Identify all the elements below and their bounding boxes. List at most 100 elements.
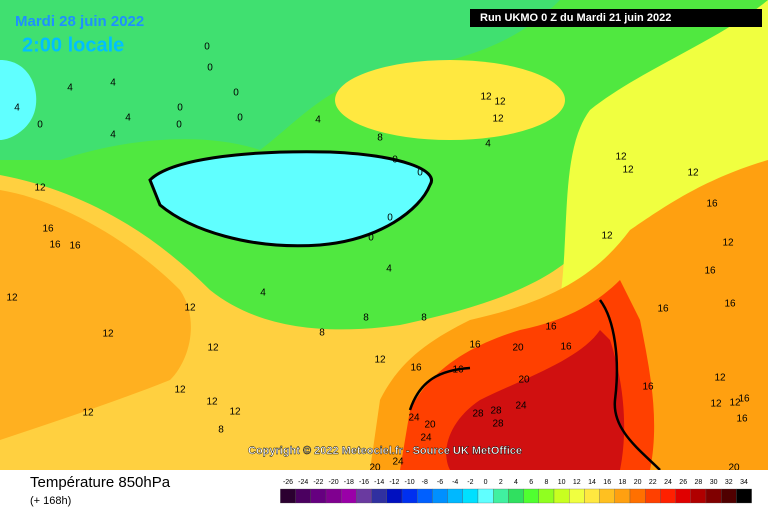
- colorbar-label: 0: [484, 479, 488, 486]
- footer-subtitle: (+ 168h): [30, 495, 71, 507]
- colorbar-label: 30: [710, 479, 718, 486]
- contour-label: 12: [480, 92, 492, 103]
- colorbar-label: 34: [740, 479, 748, 486]
- contour-label: 0: [177, 103, 183, 114]
- colorbar-swatch: [523, 488, 539, 504]
- contour-label: 16: [69, 241, 81, 252]
- contour-label: 0: [417, 168, 423, 179]
- colorbar-label: -2: [467, 479, 473, 486]
- colorbar-swatch: [462, 488, 479, 504]
- colorbar-label: 32: [725, 479, 733, 486]
- contour-label: 12: [687, 168, 699, 179]
- hot-core: [446, 330, 625, 470]
- warm-region: [0, 190, 191, 440]
- contour-label: 20: [512, 343, 524, 354]
- colorbar-label: 20: [634, 479, 642, 486]
- contour-label: 8: [363, 313, 369, 324]
- colorbar-label: 16: [603, 479, 611, 486]
- colorbar-label: -20: [329, 479, 339, 486]
- contour-label: 12: [6, 293, 18, 304]
- contour-label: 20: [518, 375, 530, 386]
- colorbar-label: -22: [313, 479, 323, 486]
- contour-label: 4: [386, 264, 392, 275]
- contour-label: 12: [207, 343, 219, 354]
- colorbar-label: -4: [452, 479, 458, 486]
- colorbar-swatch: [386, 488, 403, 504]
- colorbar-swatch: [614, 488, 631, 504]
- contour-label: 4: [260, 288, 266, 299]
- contour-label: 0: [207, 63, 213, 74]
- colorbar-label: 28: [695, 479, 703, 486]
- cold-contour: [148, 150, 433, 248]
- colorbar-label: 8: [544, 479, 548, 486]
- contour-label: 12: [722, 238, 734, 249]
- contour-label: 0: [233, 88, 239, 99]
- contour-label: 0: [176, 120, 182, 131]
- colorbar-label: 14: [588, 479, 596, 486]
- contour-label: 16: [724, 299, 736, 310]
- contour-label: 16: [49, 240, 61, 251]
- contour-label: 12: [174, 385, 186, 396]
- contour-label: 12: [615, 152, 627, 163]
- contour-label: 12: [229, 407, 241, 418]
- warm-region: [335, 60, 565, 140]
- colorbar-swatch: [432, 488, 448, 504]
- contour-label: 16: [410, 363, 422, 374]
- colorbar-swatch: [493, 488, 509, 504]
- colorbar-swatch: [325, 488, 342, 504]
- colorbar-swatch: [736, 488, 752, 504]
- contour-label: 4: [125, 113, 131, 124]
- contour-label: 28: [492, 419, 504, 430]
- run-info: Run UKMO 0 Z du Mardi 21 juin 2022: [480, 12, 671, 24]
- contour-label: 0: [387, 213, 393, 224]
- contour-label: 16: [738, 394, 750, 405]
- run-box: [470, 9, 762, 27]
- contour-label: 0: [368, 233, 374, 244]
- contour-label: 12: [494, 97, 506, 108]
- colorbar-swatch: [295, 488, 311, 504]
- contour-label: 4: [14, 103, 20, 114]
- copyright: Copyright © 2022 Meteociel.fr - Source U…: [248, 445, 522, 457]
- colorbar-label: -24: [298, 479, 308, 486]
- contour-label: 12: [184, 303, 196, 314]
- contour-label: 12: [714, 373, 726, 384]
- contour-label: 20: [424, 420, 436, 431]
- contour-label: 12: [492, 114, 504, 125]
- contour-label: 0: [392, 155, 398, 166]
- colorbar-swatch: [477, 488, 494, 504]
- contour-label: 28: [490, 406, 502, 417]
- contour-label: 8: [218, 425, 224, 436]
- contour-label: 24: [515, 401, 527, 412]
- contour-label: 12: [710, 399, 722, 410]
- colorbar-swatch: [645, 488, 661, 504]
- contour-label: 12: [601, 231, 613, 242]
- colorbar-swatch: [675, 488, 691, 504]
- contour-label: 4: [485, 139, 491, 150]
- contour-label: 16: [642, 382, 654, 393]
- colorbar-swatch: [310, 488, 327, 504]
- colorbar-swatch: [553, 488, 570, 504]
- map-date: Mardi 28 juin 2022: [15, 13, 144, 30]
- contour-label: 16: [657, 304, 669, 315]
- contour-label: 8: [377, 133, 383, 144]
- contour-label: 16: [452, 365, 464, 376]
- contour-label: 20: [728, 463, 740, 474]
- contour-label: 16: [706, 199, 718, 210]
- colorbar-label: 6: [529, 479, 533, 486]
- colorbar-swatch: [660, 488, 676, 504]
- colorbar-label: -26: [283, 479, 293, 486]
- colorbar-label: -16: [359, 479, 369, 486]
- colorbar-swatch: [705, 488, 722, 504]
- colorbar-label: -14: [374, 479, 384, 486]
- contour-label: 16: [736, 414, 748, 425]
- colorbar-label: 24: [664, 479, 672, 486]
- contour-label: 24: [420, 433, 432, 444]
- contour-label: 24: [408, 413, 420, 424]
- colorbar-swatch: [356, 488, 372, 504]
- contour-label: 0: [204, 42, 210, 53]
- contour-label: 16: [560, 342, 572, 353]
- colorbar-swatch: [584, 488, 600, 504]
- colorbar-label: -6: [437, 479, 443, 486]
- contour-label: 0: [237, 113, 243, 124]
